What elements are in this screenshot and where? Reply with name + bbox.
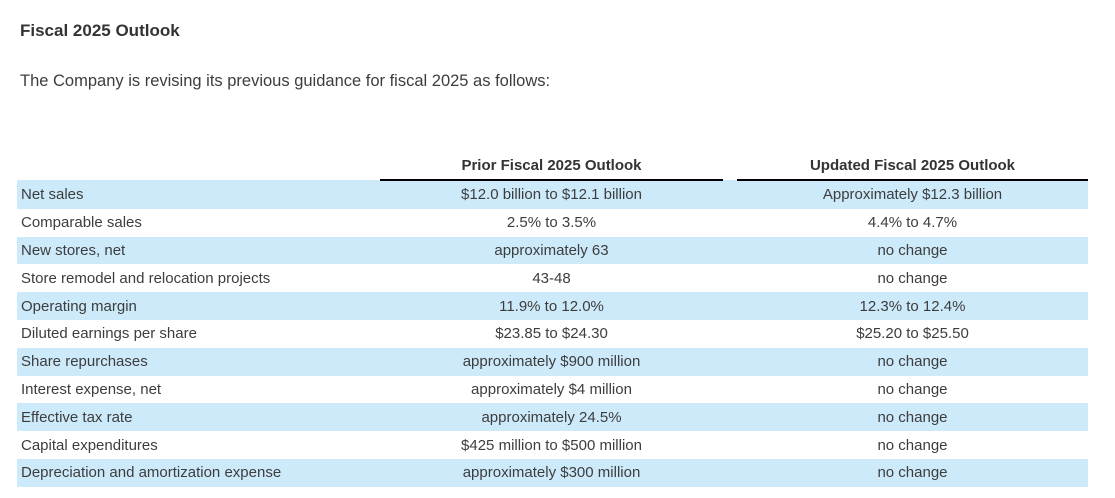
table-row: Operating margin 11.9% to 12.0% 12.3% to… (17, 292, 1088, 320)
row-label: Share repurchases (17, 347, 380, 376)
spacer-cell (723, 403, 737, 432)
prior-value: 43-48 (532, 269, 571, 287)
row-label: Interest expense, net (21, 380, 162, 398)
row-label: Net sales (17, 180, 380, 209)
updated-value: no change (737, 458, 1088, 487)
prior-value: 2.5% to 3.5% (506, 214, 597, 232)
fiscal-outlook-table: Prior Fiscal 2025 Outlook Updated Fiscal… (17, 148, 1088, 487)
row-label: Diluted earnings per share (21, 325, 197, 343)
table-row: Share repurchases approximately $900 mil… (17, 347, 1088, 376)
table-header: Prior Fiscal 2025 Outlook Updated Fiscal… (17, 148, 1088, 181)
updated-value: no change (737, 403, 1088, 432)
spacer-cell (723, 347, 737, 376)
table-body: Net sales $12.0 billion to $12.1 billion… (17, 180, 1088, 487)
spacer-cell (723, 264, 737, 292)
table-row: Store remodel and relocation projects 43… (17, 264, 1088, 292)
table-row: Diluted earnings per share $23.85 to $24… (17, 320, 1088, 348)
updated-value: no change (877, 269, 948, 287)
table-row: New stores, net approximately 63 no chan… (17, 236, 1088, 265)
prior-value: approximately 63 (380, 236, 723, 265)
prior-value: approximately $4 million (471, 380, 632, 398)
updated-value: $25.20 to $25.50 (856, 325, 969, 343)
table-row: Net sales $12.0 billion to $12.1 billion… (17, 180, 1088, 209)
spacer-cell (723, 236, 737, 265)
prior-value: approximately $900 million (380, 347, 723, 376)
updated-value: Approximately $12.3 billion (737, 180, 1088, 209)
prior-value: approximately $300 million (380, 458, 723, 487)
metric-column-header (17, 148, 380, 180)
spacer-column-header (723, 148, 737, 180)
row-label: Capital expenditures (21, 436, 158, 454)
spacer-cell (723, 180, 737, 209)
prior-value: $425 million to $500 million (461, 436, 642, 454)
spacer-cell (723, 376, 737, 404)
updated-value: 12.3% to 12.4% (737, 292, 1088, 320)
row-label: Operating margin (17, 292, 380, 320)
table-row: Effective tax rate approximately 24.5% n… (17, 403, 1088, 432)
updated-value: no change (737, 236, 1088, 265)
page-title: Fiscal 2025 Outlook (20, 21, 180, 40)
header-row: Prior Fiscal 2025 Outlook Updated Fiscal… (17, 148, 1088, 181)
prior-value: 11.9% to 12.0% (380, 292, 723, 320)
prior-value: approximately 24.5% (380, 403, 723, 432)
updated-value: no change (877, 380, 948, 398)
prior-value: $12.0 billion to $12.1 billion (380, 180, 723, 209)
updated-outlook-column-header: Updated Fiscal 2025 Outlook (737, 148, 1088, 181)
table-row: Capital expenditures $425 million to $50… (17, 431, 1088, 459)
table-row: Comparable sales 2.5% to 3.5% 4.4% to 4.… (17, 209, 1088, 237)
intro-text: The Company is revising its previous gui… (20, 72, 551, 90)
updated-value: no change (737, 347, 1088, 376)
row-label: Store remodel and relocation projects (21, 269, 271, 287)
table-row: Interest expense, net approximately $4 m… (17, 376, 1088, 404)
spacer-cell (723, 209, 737, 237)
row-label: Effective tax rate (17, 403, 380, 432)
row-label: Depreciation and amortization expense (17, 458, 380, 487)
prior-outlook-column-header: Prior Fiscal 2025 Outlook (380, 148, 723, 181)
updated-value: 4.4% to 4.7% (867, 214, 958, 232)
document-page: Fiscal 2025 Outlook The Company is revis… (17, 21, 1088, 487)
updated-value: no change (877, 436, 948, 454)
table-row: Depreciation and amortization expense ap… (17, 458, 1088, 487)
row-label: Comparable sales (21, 214, 142, 232)
spacer-cell (723, 292, 737, 320)
spacer-cell (723, 458, 737, 487)
row-label: New stores, net (17, 236, 380, 265)
spacer-cell (723, 431, 737, 459)
prior-value: $23.85 to $24.30 (495, 325, 608, 343)
spacer-cell (723, 320, 737, 348)
